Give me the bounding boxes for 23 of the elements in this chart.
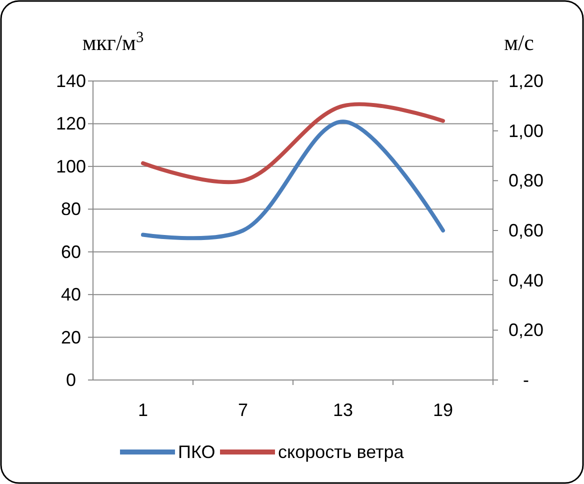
y-tick-label: 140 (56, 71, 86, 91)
y2-tick-label: 0,20 (508, 320, 544, 340)
y2-tick-label: 0,60 (508, 220, 544, 240)
y2-tick-label: 0,80 (508, 170, 544, 191)
y-tick-label: 60 (60, 242, 82, 262)
x-tick-label: 13 (332, 400, 354, 420)
y2-tick-label: - (523, 370, 529, 390)
x-tick-label: 19 (432, 400, 454, 420)
y2-tick-label: 0,40 (508, 270, 544, 290)
y2-tick-label: 1,20 (508, 71, 544, 91)
legend-label: ПКО (178, 442, 216, 462)
y-axis-title: мкг/м$^{3}$ (82, 28, 144, 55)
y-tick-label: 20 (60, 327, 82, 348)
y-tick-label: 100 (56, 156, 86, 176)
y2-axis-title: м/с (504, 30, 534, 55)
x-tick-label: 1 (138, 400, 148, 420)
y-tick-label: 80 (60, 199, 82, 220)
y-tick-label: 120 (56, 114, 86, 134)
y-tick-label: 40 (60, 284, 82, 305)
y-tick-label: 0 (66, 370, 76, 390)
legend-label: скорость ветра (278, 442, 405, 462)
y2-tick-label: 1,00 (508, 120, 544, 141)
x-tick-label: 7 (238, 400, 248, 420)
